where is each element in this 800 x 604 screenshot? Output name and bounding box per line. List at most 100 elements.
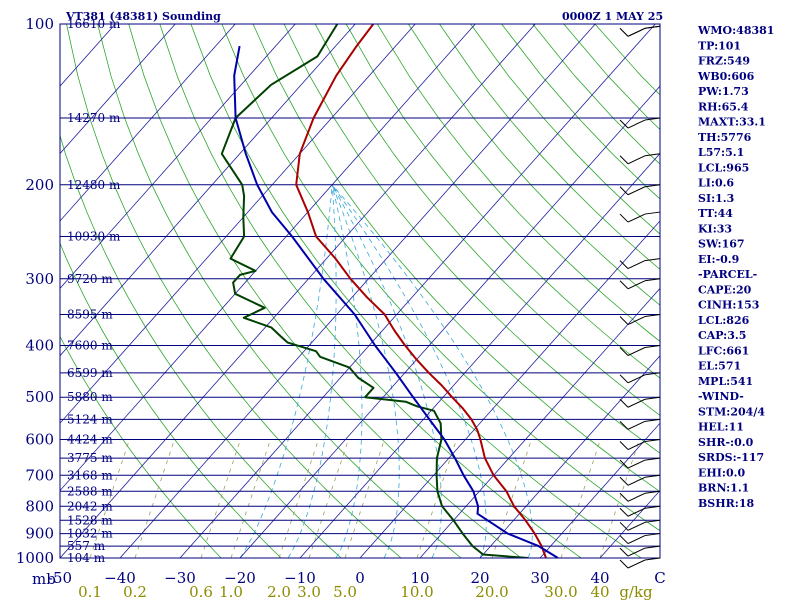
index-item: BSHR:18 bbox=[698, 497, 754, 510]
wind-barb bbox=[620, 212, 660, 222]
index-item: EHI:0.0 bbox=[698, 466, 745, 479]
index-item: TP:101 bbox=[698, 39, 741, 52]
index-item: HEL:11 bbox=[698, 421, 744, 434]
wind-barb bbox=[620, 397, 660, 407]
mixing-ratio-tick-label: 20.0 bbox=[475, 583, 508, 600]
height-label: 12480 m bbox=[67, 178, 121, 192]
index-item: WMO:48381 bbox=[697, 24, 774, 37]
dry-adiabat bbox=[502, 24, 800, 558]
wind-barb bbox=[620, 440, 660, 450]
parcel-profile bbox=[234, 46, 558, 558]
wind-barb bbox=[620, 558, 660, 568]
pressure-tick-label: 900 bbox=[25, 525, 54, 543]
index-item: RH:65.4 bbox=[698, 100, 749, 113]
mixing-ratio-line bbox=[345, 440, 384, 558]
index-item: SW:167 bbox=[698, 238, 745, 251]
index-item: STM:204/4 bbox=[698, 405, 765, 418]
height-label: 3775 m bbox=[67, 451, 113, 465]
mixing-ratio-tick-label: 2.0 bbox=[267, 583, 291, 600]
mixing-ratio-tick-label: 1.0 bbox=[219, 583, 243, 600]
isotherm bbox=[0, 24, 415, 558]
indices-panel: WMO:48381 TP:101 FRZ:549 WB0:606 PW:1.73 RH:6… bbox=[697, 24, 774, 510]
height-label: 2588 m bbox=[67, 484, 113, 498]
index-item: BRN:1.1 bbox=[698, 482, 749, 495]
height-label: 3168 m bbox=[67, 468, 113, 482]
mixing-ratio-tick-label: 30.0 bbox=[544, 583, 577, 600]
mixing-ratio-tick-label: 5.0 bbox=[333, 583, 357, 600]
height-label: 10930 m bbox=[67, 229, 121, 243]
index-item: LCL:965 bbox=[698, 161, 749, 174]
mixing-ratio-tick-label: g/kg bbox=[619, 583, 653, 600]
height-label: 104 m bbox=[67, 551, 106, 565]
index-item: SHR-:0.0 bbox=[698, 436, 754, 449]
mixing-ratio-tick-label: 0.2 bbox=[123, 583, 147, 600]
wind-barbs bbox=[620, 26, 660, 568]
dry-adiabat bbox=[253, 24, 761, 558]
mixing-ratio-line bbox=[561, 440, 600, 558]
height-label: 5124 m bbox=[67, 412, 113, 426]
index-item: KI:33 bbox=[698, 222, 732, 235]
index-item: PW:1.73 bbox=[698, 85, 749, 98]
height-label: 4424 m bbox=[67, 433, 113, 447]
index-item: CAP:3.5 bbox=[698, 329, 746, 342]
isotherm bbox=[120, 24, 595, 558]
wind-barb bbox=[620, 118, 660, 128]
wind-barb bbox=[620, 315, 660, 325]
dry-adiabat bbox=[98, 24, 462, 558]
height-label: 6599 m bbox=[67, 366, 113, 380]
pressure-tick-label: 700 bbox=[25, 466, 54, 484]
index-item: SI:1.3 bbox=[698, 192, 734, 205]
isotherm bbox=[540, 24, 800, 558]
pressure-tick-label: 1000 bbox=[16, 549, 54, 567]
wind-barb bbox=[620, 279, 660, 289]
wind-barb bbox=[620, 506, 660, 516]
moist-adiabat bbox=[332, 185, 486, 558]
pressure-tick-label: 800 bbox=[25, 497, 54, 515]
height-label: 8595 m bbox=[67, 308, 113, 322]
index-item: EL:571 bbox=[698, 360, 741, 373]
wind-barb bbox=[620, 26, 660, 36]
index-item: TT:44 bbox=[698, 207, 733, 220]
height-label: 7600 m bbox=[67, 339, 113, 353]
index-item: -WIND- bbox=[698, 390, 744, 403]
height-label: 14270 m bbox=[67, 111, 121, 125]
height-label: 1528 m bbox=[67, 513, 113, 527]
index-item: EI:-0.9 bbox=[698, 253, 739, 266]
y-axis-unit-label: mb bbox=[32, 570, 56, 588]
dry-adiabat bbox=[191, 24, 641, 558]
temperature-tick-label: C bbox=[654, 569, 665, 587]
dewpoint-profile bbox=[222, 24, 528, 558]
mixing-ratio-tick-label: 0.6 bbox=[189, 583, 213, 600]
dry-adiabat bbox=[533, 24, 800, 558]
mixing-ratio-tick-label: 3.0 bbox=[297, 583, 321, 600]
wind-barb bbox=[620, 259, 660, 269]
pressure-tick-label: 300 bbox=[25, 270, 54, 288]
index-item: SRDS:-117 bbox=[698, 451, 764, 464]
index-item: LCL:826 bbox=[698, 314, 750, 327]
dry-adiabat bbox=[129, 24, 521, 558]
mixing-ratio-tick-label: 10.0 bbox=[400, 583, 433, 600]
wind-barb bbox=[620, 520, 660, 530]
index-item: MPL:541 bbox=[698, 375, 753, 388]
mixing-ratio-line bbox=[201, 440, 240, 558]
index-item: FRZ:549 bbox=[698, 55, 750, 68]
index-item: TH:5776 bbox=[698, 131, 752, 144]
wind-barb bbox=[620, 419, 660, 429]
wind-barb bbox=[620, 491, 660, 501]
height-label: 2042 m bbox=[67, 499, 113, 513]
dry-adiabat bbox=[222, 24, 701, 558]
pressure-tick-label: 100 bbox=[25, 15, 54, 33]
mixing-ratio-line bbox=[279, 440, 318, 558]
mixing-ratio-tick-label: 40 bbox=[590, 583, 609, 600]
moist-adiabat bbox=[332, 185, 441, 558]
index-item: WB0:606 bbox=[697, 70, 755, 83]
index-item: LFC:661 bbox=[698, 344, 749, 357]
pressure-tick-label: 600 bbox=[25, 431, 54, 449]
index-item: CINH:153 bbox=[698, 299, 759, 312]
pressure-tick-label: 500 bbox=[25, 388, 54, 406]
index-item: LI:0.6 bbox=[698, 177, 734, 190]
isotherm bbox=[60, 24, 535, 558]
mixing-ratio-tick-label: 0.1 bbox=[78, 583, 102, 600]
